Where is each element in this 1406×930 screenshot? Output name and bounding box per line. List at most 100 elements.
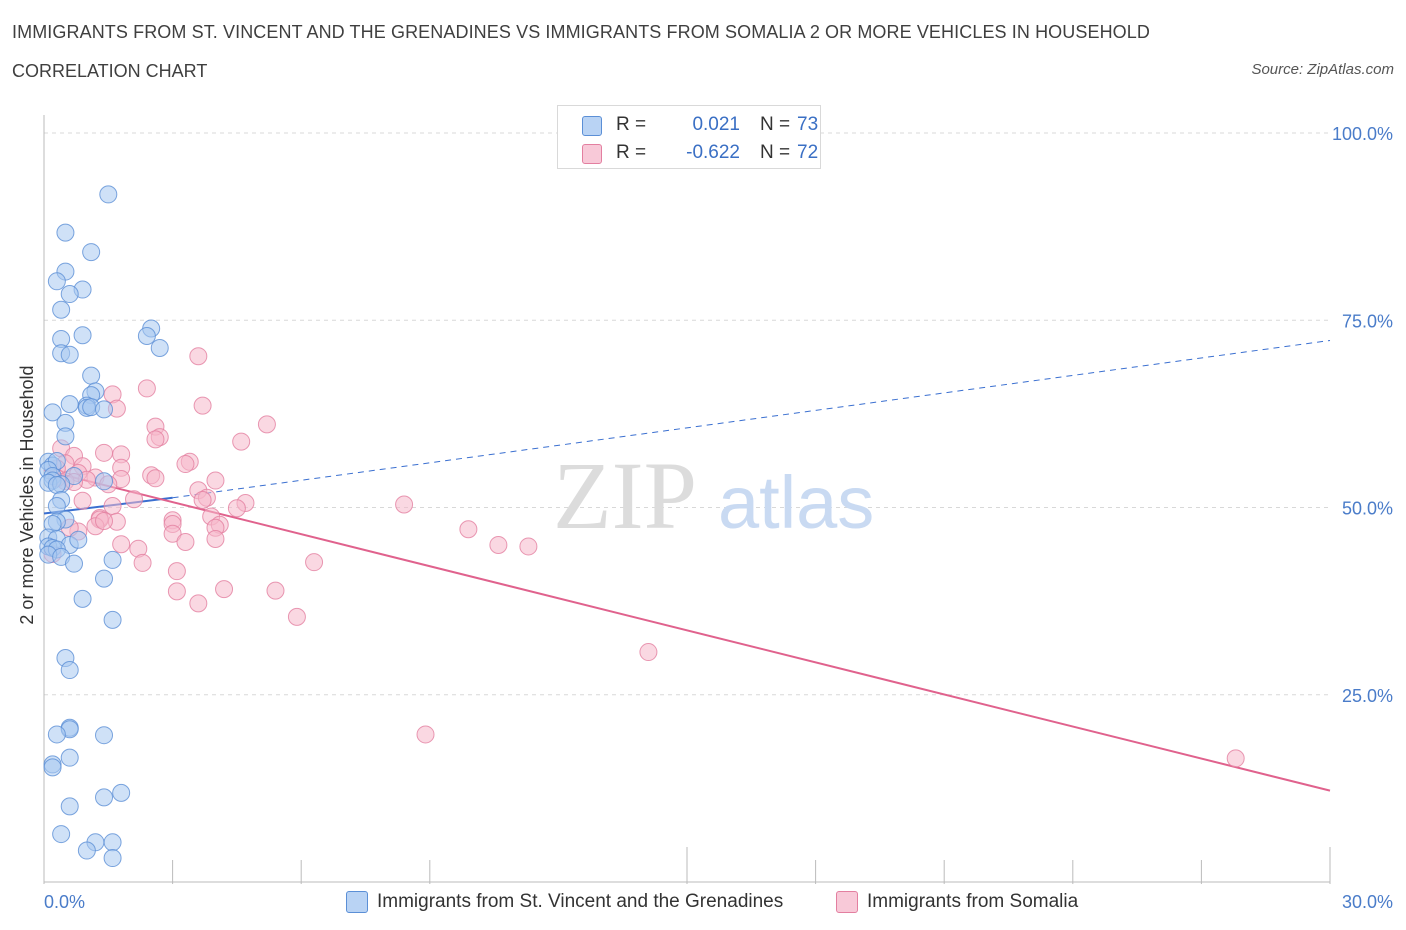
somalia-point <box>133 553 152 572</box>
r-label: R = <box>616 114 647 135</box>
r-label: R = <box>616 142 647 163</box>
somalia-point <box>639 643 658 662</box>
st-vincent-point <box>103 610 122 629</box>
st-vincent-point <box>65 467 84 486</box>
somalia-point <box>266 581 285 600</box>
legend-swatch-blue <box>582 116 602 136</box>
somalia-point <box>125 490 144 509</box>
somalia-point <box>95 511 114 530</box>
somalia-point <box>73 491 92 510</box>
somalia-point <box>215 580 234 599</box>
somalia-point <box>163 524 182 543</box>
st-vincent-point <box>77 841 96 860</box>
st-vincent-point <box>43 403 62 422</box>
st-vincent-point <box>47 476 66 495</box>
st-vincent-point <box>60 285 79 304</box>
somalia-point <box>95 443 114 462</box>
st-vincent-point <box>60 797 79 816</box>
somalia-point <box>146 469 165 488</box>
somalia-point <box>459 520 478 539</box>
chart-title: IMMIGRANTS FROM ST. VINCENT AND THE GREN… <box>12 22 1150 42</box>
somalia-point <box>1226 749 1245 768</box>
somalia-point <box>232 432 251 451</box>
st-vincent-point <box>137 326 156 345</box>
st-vincent-trend-dashed <box>172 339 1331 499</box>
legend-label: Immigrants from St. Vincent and the Gren… <box>377 891 784 912</box>
st-vincent-point <box>95 788 114 807</box>
y-tick-label: 75.0% <box>1342 311 1393 331</box>
somalia-point <box>167 562 186 581</box>
st-vincent-point <box>43 758 62 777</box>
somalia-point <box>395 495 414 514</box>
somalia-point <box>176 532 195 551</box>
r-value: -0.622 <box>686 142 740 163</box>
y-axis-title: 2 or more Vehicles in Household <box>17 365 37 624</box>
n-label: N = <box>760 114 791 135</box>
somalia-point <box>305 553 324 572</box>
somalia-point <box>112 535 131 554</box>
watermark: ZIP atlas <box>553 442 874 549</box>
somalia-point <box>257 415 276 434</box>
x-tick-label-min: 0.0% <box>44 892 85 912</box>
st-vincent-point <box>47 272 66 291</box>
axes <box>43 115 1331 884</box>
somalia-point <box>287 607 306 626</box>
somalia-point <box>519 537 538 556</box>
st-vincent-point <box>65 554 84 573</box>
watermark-atlas: atlas <box>718 461 874 544</box>
chart-subtitle: CORRELATION CHART <box>12 61 208 81</box>
source-label: Source: ZipAtlas.com <box>1251 61 1394 78</box>
st-vincent-point <box>73 326 92 345</box>
st-vincent-point <box>60 345 79 364</box>
st-vincent-point <box>60 661 79 680</box>
st-vincent-point <box>52 825 71 844</box>
st-vincent-point <box>95 569 114 588</box>
st-vincent-point <box>47 725 66 744</box>
somalia-point <box>206 529 225 548</box>
somalia-point <box>206 471 225 490</box>
trend-lines <box>43 339 1331 792</box>
somalia-point <box>227 499 246 518</box>
st-vincent-point <box>82 243 101 262</box>
y-tick-label: 50.0% <box>1342 499 1393 519</box>
n-value: 72 <box>797 142 819 163</box>
legend-label: Immigrants from Somalia <box>867 891 1079 912</box>
st-vincent-point <box>95 400 114 419</box>
somalia-point <box>146 430 165 449</box>
y-tick-label: 25.0% <box>1342 686 1393 706</box>
somalia-point <box>137 379 156 398</box>
st-vincent-point <box>60 748 79 767</box>
st-vincent-point <box>69 530 88 549</box>
somalia-trend-line <box>43 469 1331 792</box>
st-vincent-point <box>103 833 122 852</box>
st-vincent-point <box>82 366 101 385</box>
somalia-point <box>167 582 186 601</box>
data-points <box>39 185 1245 868</box>
legend-swatch-blue <box>346 891 368 913</box>
st-vincent-point <box>95 472 114 491</box>
st-vincent-point <box>56 427 75 446</box>
somalia-point <box>193 491 212 510</box>
st-vincent-point <box>103 550 122 569</box>
somalia-point <box>189 347 208 366</box>
st-vincent-point <box>99 185 118 204</box>
st-vincent-point <box>112 783 131 802</box>
y-tick-label: 100.0% <box>1332 124 1393 144</box>
somalia-point <box>489 535 508 554</box>
correlation-legend: R = 0.021 N = 73 R = -0.622 N = 72 <box>557 105 821 169</box>
somalia-point <box>176 455 195 474</box>
somalia-point <box>189 594 208 613</box>
grid-lines <box>44 132 1330 696</box>
n-label: N = <box>760 142 791 163</box>
somalia-point <box>416 725 435 744</box>
st-vincent-point <box>73 589 92 608</box>
st-vincent-point <box>150 338 169 357</box>
r-value: 0.021 <box>692 114 740 135</box>
series-legend: Immigrants from St. Vincent and the Gren… <box>0 888 1406 918</box>
st-vincent-point <box>95 726 114 745</box>
legend-swatch-pink <box>582 144 602 164</box>
somalia-point <box>193 396 212 415</box>
st-vincent-point <box>103 849 122 868</box>
x-tick-label-max: 30.0% <box>1342 892 1393 912</box>
st-vincent-point <box>60 395 79 414</box>
